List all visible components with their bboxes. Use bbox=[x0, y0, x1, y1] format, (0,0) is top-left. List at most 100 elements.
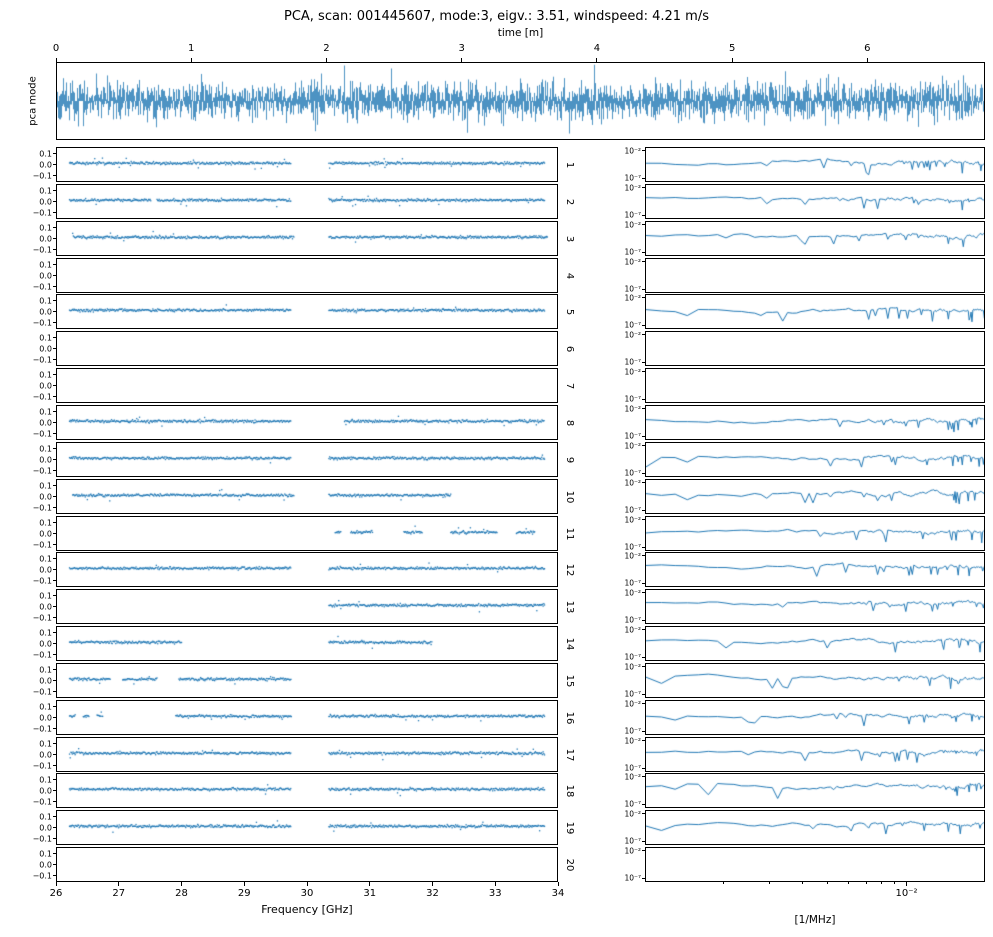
y-tick-mark bbox=[642, 288, 645, 290]
y-tick-mark bbox=[642, 666, 645, 668]
right-panel-row-5 bbox=[645, 294, 985, 329]
y-tick-mark bbox=[53, 359, 56, 360]
left-panel-row-15 bbox=[56, 663, 558, 698]
y-tick-label: 0.1 bbox=[39, 149, 52, 158]
y-tick-mark bbox=[53, 643, 56, 644]
right-canvas-row-13 bbox=[646, 590, 984, 623]
y-tick-label: 10⁻² bbox=[624, 330, 641, 340]
left-canvas-row-11 bbox=[57, 517, 557, 550]
y-tick-label: 0.0 bbox=[39, 271, 52, 280]
y-tick-label: 10⁻⁷ bbox=[624, 394, 641, 404]
y-tick-label: 10⁻⁷ bbox=[624, 468, 641, 478]
y-tick-mark bbox=[53, 875, 56, 876]
y-tick-label: 0.1 bbox=[39, 591, 52, 600]
y-tick-label: 10⁻⁷ bbox=[624, 320, 641, 330]
right-canvas-row-17 bbox=[646, 738, 984, 771]
y-tick-mark bbox=[53, 396, 56, 397]
y-tick-label: 0.1 bbox=[39, 554, 52, 563]
y-tick-mark bbox=[642, 224, 645, 226]
left-panel-row-17 bbox=[56, 737, 558, 772]
x-tick-label: 10⁻² bbox=[895, 888, 918, 899]
y-tick-label: −0.1 bbox=[32, 171, 52, 180]
y-tick-mark bbox=[642, 767, 645, 769]
x-minor-tick-mark bbox=[848, 882, 850, 884]
right-panel-row-15 bbox=[645, 663, 985, 698]
y-tick-label: 10⁻² bbox=[624, 220, 641, 230]
y-tick-mark bbox=[53, 311, 56, 312]
row-index-label: 5 bbox=[564, 308, 575, 315]
left-panel-row-18 bbox=[56, 773, 558, 808]
right-panel-row-12 bbox=[645, 552, 985, 587]
x-tick-mark bbox=[432, 882, 433, 886]
x-tick-label: 28 bbox=[175, 888, 188, 899]
y-tick-mark bbox=[53, 411, 56, 412]
y-tick-label: 0.1 bbox=[39, 518, 52, 527]
row-index-label: 17 bbox=[564, 748, 575, 761]
y-tick-label: 10⁻⁷ bbox=[624, 726, 641, 736]
frequency-axis-label: Frequency [GHz] bbox=[261, 903, 353, 916]
y-tick-label: 0.0 bbox=[39, 823, 52, 832]
y-tick-label: 10⁻⁷ bbox=[624, 799, 641, 809]
right-canvas-row-3 bbox=[646, 222, 984, 255]
y-tick-label: 10⁻² bbox=[624, 478, 641, 488]
row-index-label: 15 bbox=[564, 674, 575, 687]
y-tick-label: 0.1 bbox=[39, 665, 52, 674]
x-tick-label: 26 bbox=[49, 888, 63, 899]
x-tick-label: 4 bbox=[593, 43, 601, 54]
y-tick-mark bbox=[53, 864, 56, 865]
y-tick-mark bbox=[53, 348, 56, 349]
y-tick-mark bbox=[642, 877, 645, 879]
x-minor-tick-mark bbox=[894, 882, 896, 884]
y-tick-mark bbox=[642, 251, 645, 253]
y-tick-mark bbox=[642, 408, 645, 410]
row-index-label: 11 bbox=[564, 527, 575, 540]
time-axis-label: time [m] bbox=[497, 27, 544, 39]
y-tick-label: 0.0 bbox=[39, 307, 52, 316]
y-tick-label: 0.0 bbox=[39, 234, 52, 243]
right-canvas-row-11 bbox=[646, 517, 984, 550]
y-tick-label: 10⁻² bbox=[624, 588, 641, 598]
y-tick-mark bbox=[53, 580, 56, 581]
y-tick-label: 0.1 bbox=[39, 260, 52, 269]
x-tick-mark bbox=[866, 58, 868, 62]
y-tick-mark bbox=[53, 212, 56, 213]
figure-title: PCA, scan: 001445607, mode:3, eigv.: 3.5… bbox=[283, 9, 709, 24]
y-tick-mark bbox=[642, 730, 645, 732]
y-tick-mark bbox=[642, 850, 645, 852]
left-panel-row-12 bbox=[56, 552, 558, 587]
right-panel-row-7 bbox=[645, 368, 985, 403]
y-tick-mark bbox=[53, 680, 56, 681]
right-panel-row-17 bbox=[645, 737, 985, 772]
y-tick-label: 10⁻⁷ bbox=[624, 652, 641, 662]
y-tick-label: 0.0 bbox=[39, 565, 52, 574]
y-tick-label: 10⁻⁷ bbox=[624, 615, 641, 625]
right-panel-row-19 bbox=[645, 810, 985, 845]
y-tick-mark bbox=[53, 227, 56, 228]
y-tick-label: 0.1 bbox=[39, 812, 52, 821]
y-tick-label: 10⁻² bbox=[624, 146, 641, 156]
y-tick-mark bbox=[53, 337, 56, 338]
row-index-label: 10 bbox=[564, 490, 575, 503]
right-canvas-row-6 bbox=[646, 332, 984, 365]
x-tick-mark bbox=[369, 882, 371, 886]
y-tick-mark bbox=[53, 717, 56, 718]
y-tick-label: −0.1 bbox=[32, 761, 52, 770]
y-tick-label: −0.1 bbox=[32, 871, 52, 880]
y-tick-mark bbox=[642, 519, 645, 521]
y-tick-label: 0.1 bbox=[39, 628, 52, 637]
row-index-label: 7 bbox=[564, 382, 575, 389]
y-tick-mark bbox=[53, 838, 56, 839]
row-index-label: 19 bbox=[564, 821, 575, 834]
y-tick-mark bbox=[53, 249, 56, 250]
y-tick-label: 0.1 bbox=[39, 186, 52, 195]
y-tick-label: 0.0 bbox=[39, 676, 52, 685]
y-tick-label: 0.0 bbox=[39, 602, 52, 611]
y-tick-mark bbox=[53, 544, 56, 545]
top-time-series-panel bbox=[56, 62, 985, 140]
y-tick-mark bbox=[53, 322, 56, 323]
y-tick-label: 0.1 bbox=[39, 739, 52, 748]
y-tick-mark bbox=[642, 361, 645, 363]
right-panel-row-18 bbox=[645, 773, 985, 808]
x-tick-mark bbox=[55, 882, 57, 886]
y-tick-mark bbox=[53, 595, 56, 596]
